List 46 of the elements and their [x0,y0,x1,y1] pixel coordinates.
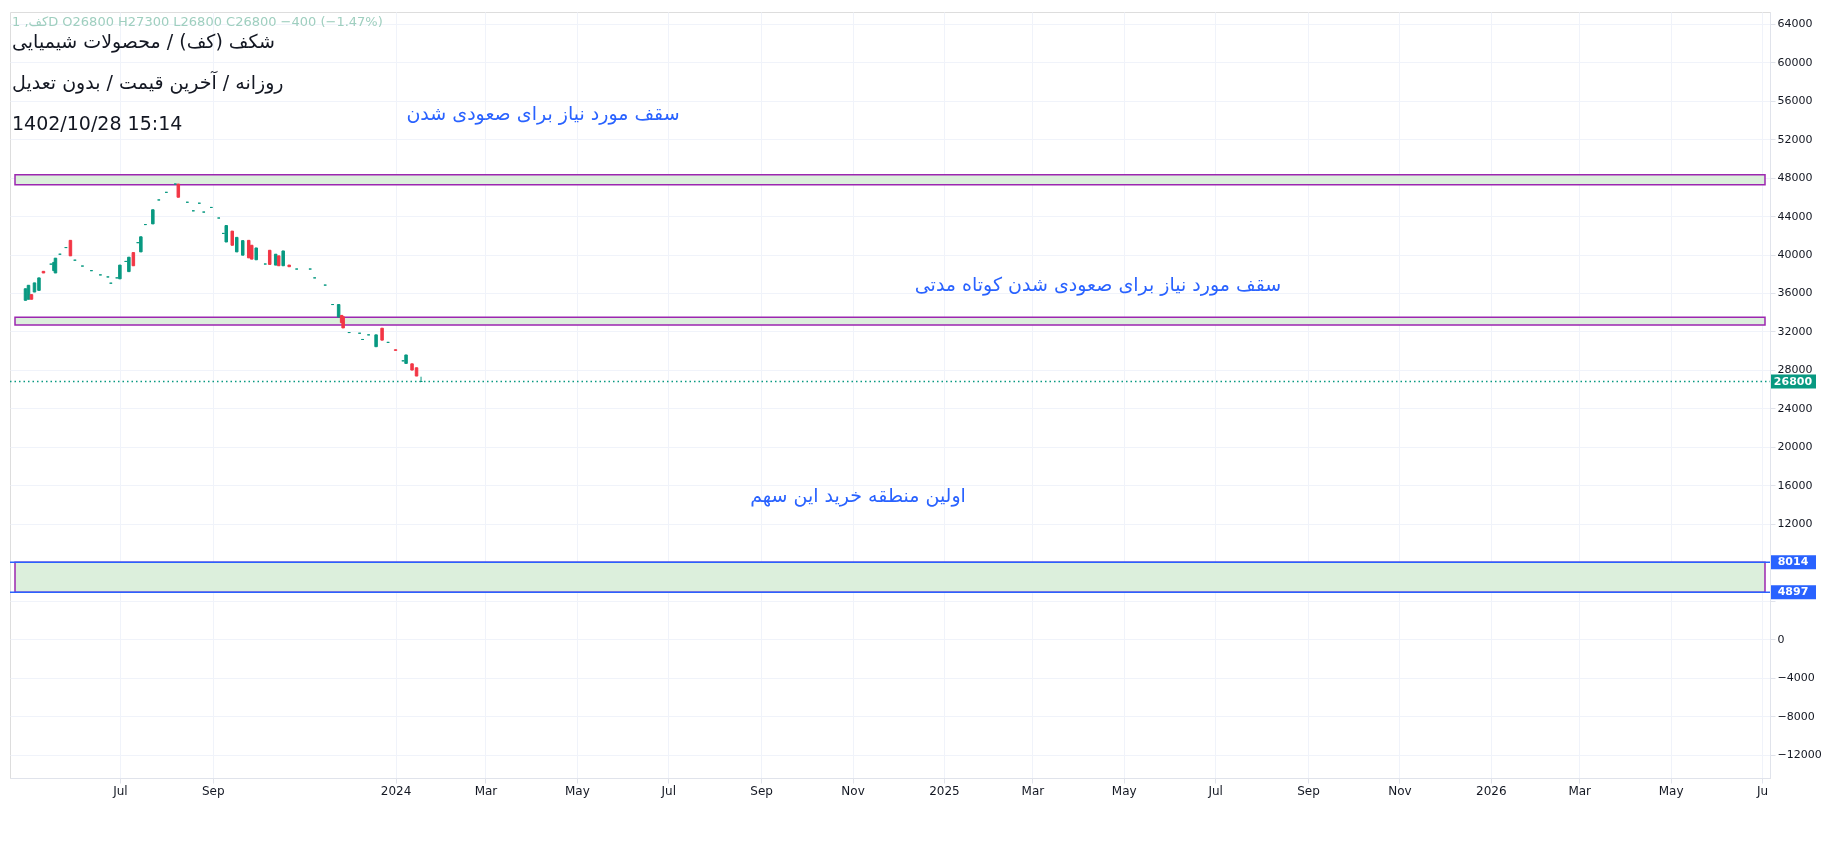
x-tick-label: 2026 [1476,783,1507,798]
y-tick-label: 20000 [1777,440,1813,454]
y-tick-label: −4000 [1777,671,1815,685]
y-tick-label: −8000 [1777,709,1815,723]
x-tick-label: Ju [1755,783,1769,798]
x-tick-label: Mar [1021,783,1045,798]
y-tick-label: 32000 [1777,324,1813,338]
y-tick-label: 28000 [1777,363,1813,377]
text: شکف (کف) / محصولات شیمیایی [12,30,275,53]
x-tick-label: Jul [660,783,676,798]
y-tick-label: 60000 [1777,55,1813,69]
x-tick-label: Nov [1388,783,1412,798]
x-tick-label: Mar [474,783,498,798]
x-tick-label: Sep [201,783,225,798]
y-tick-label: 12000 [1777,517,1813,531]
x-tick-label: Sep [1297,783,1320,798]
text: روزانه / آخرین قیمت / بدون تعدیل [12,70,284,94]
annotation: 1402/10/28 15:14 [12,112,183,134]
x-tick-label: Sep [750,783,773,798]
ref-line-label: 26800 [1773,374,1813,388]
y-tick-label: 48000 [1777,171,1813,185]
x-tick-label: Nov [841,783,865,798]
y-tick-label: 52000 [1777,132,1813,146]
x-tick-label: 2025 [929,783,960,798]
x-tick-label: May [1658,783,1684,798]
y-tick-label: 36000 [1777,286,1813,300]
y-tick-label: −12000 [1777,748,1822,762]
y-tick-label: 44000 [1777,209,1813,223]
y-tick-label: 0 [1777,632,1785,646]
x-tick-label: May [1111,783,1137,798]
annotation: اولین منطقه خرید این سهم [750,484,966,507]
y-tick-label: 64000 [1777,17,1813,31]
x-tick-label: Mar [1568,783,1592,798]
x-tick-label: 2024 [380,783,412,798]
x-tick-label: Jul [112,783,128,798]
y-tick-label: 40000 [1777,248,1813,261]
x-tick-label: Jul [1207,783,1223,798]
ref-line-label: 4897 [1777,585,1809,599]
ref-line-label: 8014 [1777,555,1809,569]
y-tick-label: 24000 [1777,401,1813,415]
y-tick-label: 16000 [1777,478,1813,492]
annotation: سقف مورد نیاز برای صعودی شدن کوتاه مدتی [914,273,1282,296]
y-tick-label: 56000 [1777,94,1813,108]
annotation: کف, 1D O26800 H27300 L26800 C26800 −400 (−1.47%) [12,14,383,29]
annotation: سقف مورد نیاز برای صعودی شدن [406,102,680,125]
x-tick-label: May [564,783,590,798]
